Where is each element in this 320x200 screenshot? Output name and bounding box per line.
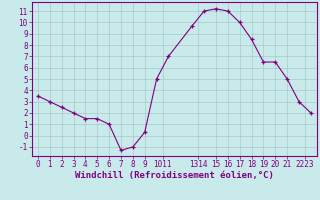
X-axis label: Windchill (Refroidissement éolien,°C): Windchill (Refroidissement éolien,°C): [75, 171, 274, 180]
